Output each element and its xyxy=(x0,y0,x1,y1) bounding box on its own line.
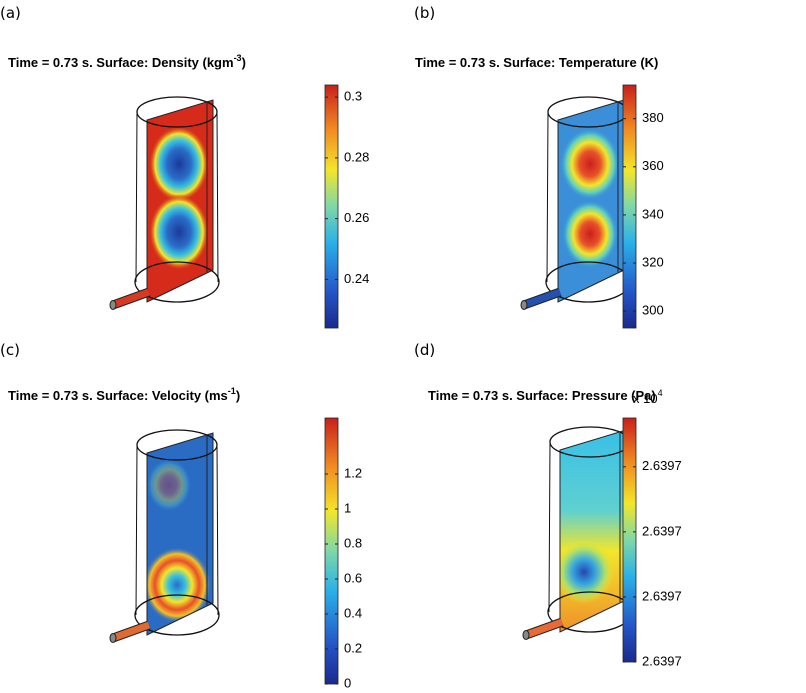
blob xyxy=(147,547,211,623)
surface-edge xyxy=(146,99,214,303)
pipe-end xyxy=(522,630,530,640)
panel-title: Time = 0.73 s. Surface: Density (kgm-3) xyxy=(8,53,246,70)
tick-label: 0.4 xyxy=(344,605,362,620)
cylinder-bottom xyxy=(134,594,220,636)
panel-label: (b) xyxy=(414,4,435,22)
cylinder-bottom xyxy=(134,261,220,303)
tick-label: 0.8 xyxy=(344,535,362,550)
pipe xyxy=(522,288,562,309)
pipe xyxy=(111,621,151,642)
pipe-end xyxy=(109,633,117,643)
panel-title: Time = 0.73 s. Surface: Pressure (Pa) xyxy=(428,388,656,403)
title-text: Time = 0.73 s. Surface: Density (kgm xyxy=(8,55,234,70)
cylinder-side xyxy=(216,444,219,616)
pipe-end xyxy=(109,300,117,310)
cylinder-side xyxy=(135,444,138,616)
cylinder-side xyxy=(546,111,549,283)
panel: (d) Time = 0.73 s. Surface: Pressure (Pa)… xyxy=(414,341,682,668)
tick-label: 2.6397 xyxy=(642,458,682,473)
title-sup: -1 xyxy=(228,386,236,396)
colorbar xyxy=(324,417,339,685)
panel-label: (c) xyxy=(0,341,20,359)
title-end: ) xyxy=(242,55,246,70)
multiplier-sup: 4 xyxy=(658,388,663,398)
cylinder-side xyxy=(135,111,138,283)
tick-label: 0.26 xyxy=(344,210,369,225)
blob xyxy=(562,200,618,268)
tick-label: 0.3 xyxy=(344,89,362,104)
tick-label: 0.24 xyxy=(344,271,369,286)
blob xyxy=(149,194,209,270)
blob xyxy=(560,540,614,604)
multiplier-text: x 10 xyxy=(633,391,658,406)
title-text: Time = 0.73 s. Surface: Pressure (Pa) xyxy=(428,388,656,403)
multiplier: x 104 xyxy=(633,388,663,406)
colorbar xyxy=(622,417,637,663)
tick-label: 300 xyxy=(642,303,664,318)
tick-label: 1.2 xyxy=(344,465,362,480)
colorbar xyxy=(324,84,339,329)
tick-label: 2.6397 xyxy=(642,588,682,603)
panel: (a) Time = 0.73 s. Surface: Density (kgm-… xyxy=(0,4,369,329)
title-sup: -3 xyxy=(234,53,242,63)
panel: (b) Time = 0.73 s. Surface: Temperature (… xyxy=(414,4,664,329)
panel-label: (a) xyxy=(0,4,21,22)
tick-label: 1 xyxy=(344,500,351,515)
surface xyxy=(558,100,624,302)
surface xyxy=(560,430,626,632)
surface xyxy=(147,433,213,635)
tick-label: 340 xyxy=(642,206,664,221)
title-text: Time = 0.73 s. Surface: Temperature (K) xyxy=(415,55,658,70)
panel-label: (d) xyxy=(414,341,435,359)
pipe xyxy=(524,618,564,639)
tick-label: 380 xyxy=(642,110,664,125)
tick-label: 0.28 xyxy=(344,149,369,164)
surface-edge xyxy=(146,432,214,636)
tick-label: 2.6397 xyxy=(642,523,682,538)
pipe xyxy=(111,288,151,309)
surface xyxy=(147,100,213,302)
cylinder-side xyxy=(216,111,219,283)
blob xyxy=(149,126,209,202)
tick-label: 2.6397 xyxy=(642,653,682,668)
pipe-end xyxy=(520,300,528,310)
title-end: ) xyxy=(236,388,240,403)
title-text: Time = 0.73 s. Surface: Velocity (ms xyxy=(8,388,228,403)
tick-label: 0.2 xyxy=(344,640,362,655)
panel-title: Time = 0.73 s. Surface: Velocity (ms-1) xyxy=(8,386,240,403)
blob xyxy=(560,128,620,200)
colorbar xyxy=(622,84,637,329)
panel-title: Time = 0.73 s. Surface: Temperature (K) xyxy=(415,55,658,70)
tick-label: 0 xyxy=(344,675,351,690)
tick-label: 320 xyxy=(642,254,664,269)
tick-label: 360 xyxy=(642,158,664,173)
panel: (c) Time = 0.73 s. Surface: Velocity (ms-… xyxy=(0,341,362,690)
blob xyxy=(147,459,191,511)
tick-label: 0.6 xyxy=(344,570,362,585)
cylinder-side xyxy=(548,441,551,613)
